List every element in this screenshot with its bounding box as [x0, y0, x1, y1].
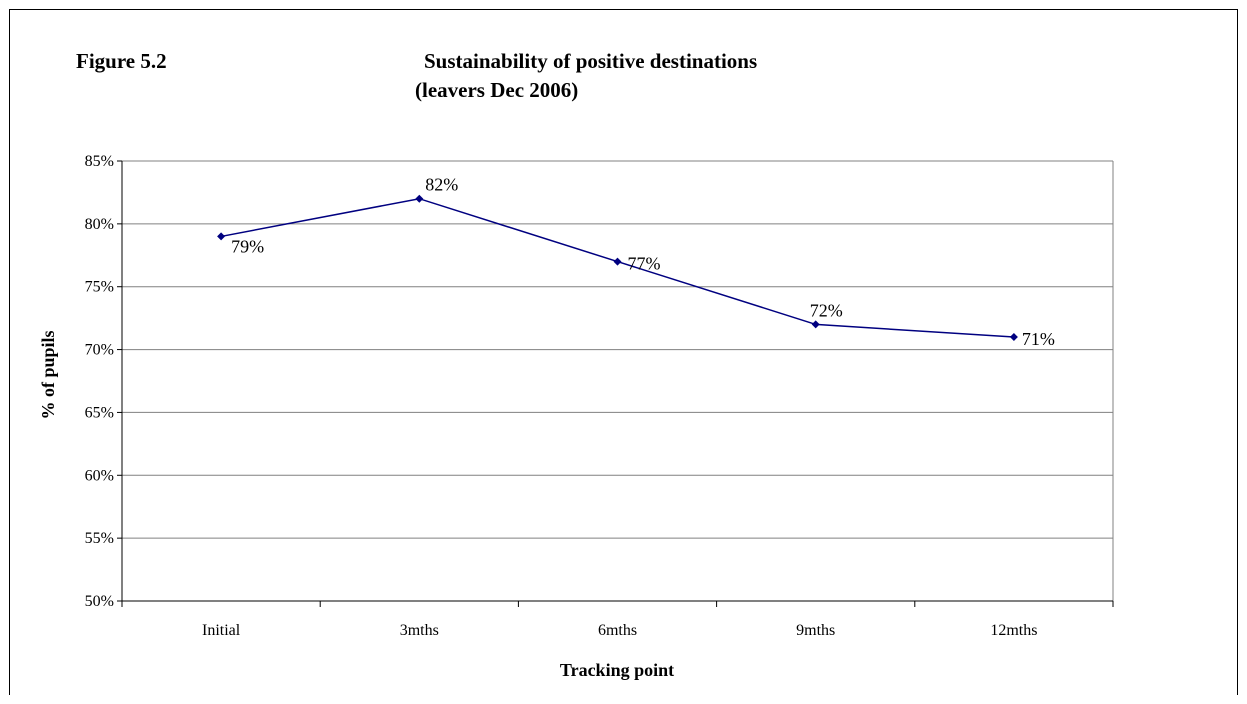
data-point	[415, 194, 424, 203]
data-label: 77%	[628, 254, 661, 274]
data-point	[811, 320, 820, 329]
data-label: 82%	[425, 175, 458, 195]
x-tick-label: 12mths	[990, 622, 1037, 639]
x-tick-labels: Initial 3mths 6mths 9mths 12mths	[202, 622, 1037, 639]
y-tick-label: 55%	[85, 530, 114, 547]
data-label: 71%	[1022, 329, 1055, 349]
y-tick-label: 65%	[85, 404, 114, 421]
gridlines	[122, 160, 1113, 539]
axes	[117, 160, 1114, 607]
series-polyline	[220, 197, 1014, 338]
figure-frame	[9, 9, 1238, 695]
data-point	[613, 257, 622, 266]
data-label: 72%	[810, 300, 843, 320]
series-line	[220, 197, 1014, 338]
data-point	[1009, 333, 1018, 341]
y-axis-title: % of pupils	[38, 330, 58, 419]
x-tick-label: 9mths	[796, 622, 835, 639]
y-tick-label: 50%	[85, 593, 114, 610]
y-tick-label: 85%	[85, 153, 114, 170]
x-tick-label: Initial	[202, 622, 241, 639]
y-tick-label: 70%	[85, 342, 114, 359]
data-labels: 79% 82% 77% 72% 71%	[231, 175, 1055, 349]
data-point	[217, 232, 226, 241]
figure-label: Figure 5.2	[76, 49, 167, 73]
data-label: 79%	[231, 236, 264, 256]
figure-title-line2: (leavers Dec 2006)	[415, 78, 579, 102]
figure-title-line1: Sustainability of positive destinations	[424, 49, 758, 73]
y-tick-label: 75%	[85, 279, 114, 296]
y-tick-label: 60%	[85, 467, 114, 484]
x-axis-title: Tracking point	[560, 660, 674, 680]
x-tick-label: 6mths	[598, 622, 637, 639]
x-tick-label: 3mths	[400, 622, 439, 639]
y-tick-labels: 50% 55% 60% 65% 70% 75% 80% 85%	[85, 153, 114, 610]
y-tick-label: 80%	[85, 216, 114, 233]
data-points	[217, 194, 1018, 341]
